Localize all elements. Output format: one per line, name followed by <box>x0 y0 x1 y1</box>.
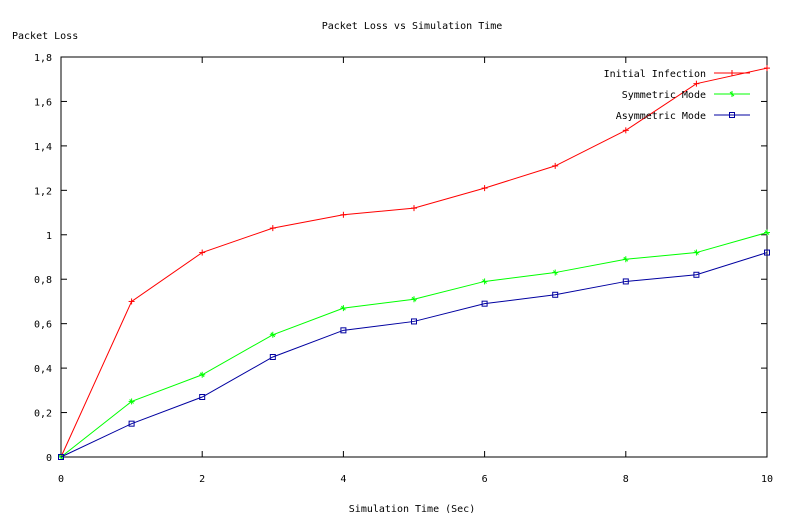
series-line <box>60 232 768 458</box>
y-tick-label: 1,6 <box>34 97 52 108</box>
data-point <box>58 454 64 460</box>
chart-title: Packet Loss vs Simulation Time <box>322 21 503 32</box>
y-tick-label: 0,4 <box>34 364 52 375</box>
y-axis-ticks: 0 0,2 0,4 0,6 0,8 1 1,2 1,4 1,6 1,8 <box>34 53 767 464</box>
y-tick-label: 1,2 <box>34 186 52 197</box>
data-point <box>552 269 559 276</box>
legend: Initial Infection Symmetric Mode Asymmetri… <box>604 69 750 122</box>
data-point <box>340 327 347 334</box>
data-point <box>199 371 206 378</box>
x-tick-label: 2 <box>199 474 205 485</box>
plot-area-frame <box>60 56 768 458</box>
data-point <box>764 249 770 256</box>
series-layer <box>58 65 770 460</box>
legend-marker <box>729 70 735 76</box>
data-point <box>481 185 488 192</box>
y-tick-label: 1 <box>46 231 52 242</box>
data-point <box>764 229 770 236</box>
x-axis-ticks: 0 2 4 6 8 10 <box>58 57 773 485</box>
legend-label: Asymmetric Mode <box>616 111 706 122</box>
y-tick-label: 0,8 <box>34 275 52 286</box>
legend-marker <box>729 112 735 118</box>
legend-marker <box>729 91 735 97</box>
data-point <box>128 420 135 427</box>
data-point <box>622 256 629 263</box>
y-tick-label: 0,6 <box>34 320 52 331</box>
data-point <box>269 354 276 360</box>
legend-label: Symmetric Mode <box>622 90 706 101</box>
data-point <box>693 271 700 278</box>
y-tick-label: 0,2 <box>34 409 52 420</box>
x-axis-label: Simulation Time (Sec) <box>349 504 475 513</box>
x-tick-label: 10 <box>761 474 773 485</box>
x-tick-label: 6 <box>482 474 488 485</box>
data-point <box>199 394 206 400</box>
data-point <box>693 80 700 87</box>
data-point <box>693 249 700 256</box>
data-point <box>411 318 417 325</box>
y-tick-label: 0 <box>46 453 52 464</box>
series-1 <box>58 229 770 460</box>
legend-label: Initial Infection <box>604 69 706 80</box>
series-0 <box>58 65 770 460</box>
data-point <box>552 162 559 169</box>
y-tick-label: 1,8 <box>34 53 52 64</box>
data-point <box>340 305 347 312</box>
data-point <box>552 291 559 298</box>
data-point <box>481 278 488 285</box>
y-tick-label: 1,4 <box>34 142 52 153</box>
data-point <box>269 225 276 232</box>
data-point <box>128 398 135 405</box>
data-point <box>411 205 417 212</box>
series-line <box>60 252 768 458</box>
x-tick-label: 4 <box>340 474 346 485</box>
data-point <box>411 296 417 303</box>
data-point <box>199 249 206 256</box>
data-point <box>269 331 276 338</box>
data-point <box>622 127 629 134</box>
y-axis-label: Packet Loss <box>12 31 78 42</box>
data-point <box>481 300 488 307</box>
x-tick-label: 8 <box>623 474 629 485</box>
data-point <box>340 211 347 218</box>
data-point <box>128 298 135 305</box>
series-line <box>60 67 768 458</box>
data-point <box>622 278 629 285</box>
data-point <box>764 65 770 72</box>
x-tick-label: 0 <box>58 474 64 485</box>
series-2 <box>58 249 770 460</box>
